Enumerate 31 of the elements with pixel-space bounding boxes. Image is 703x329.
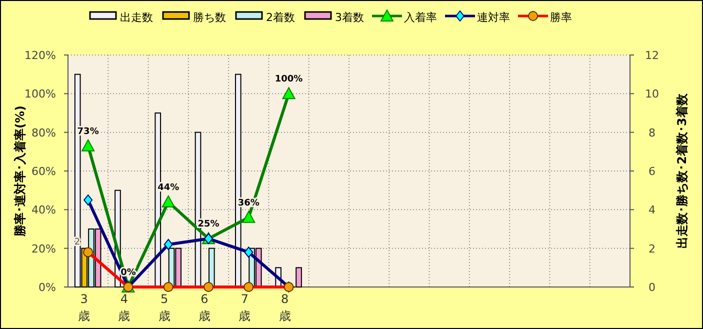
legend-label: 勝率 (550, 11, 572, 24)
data-label: 100% (274, 74, 303, 85)
y-tick-label: 60% (32, 165, 56, 178)
y2-tick-label: 12 (645, 49, 659, 62)
y-tick-label: 0% (38, 281, 56, 294)
y2-tick-label: 8 (648, 126, 656, 140)
y-tick-label: 20% (32, 242, 56, 256)
x-tick-label: 6 歳 (198, 292, 210, 323)
x-tick-label: 7 歳 (238, 292, 251, 323)
y-tick-label: 100% (24, 88, 56, 101)
y-tick-label: 120% (24, 49, 56, 62)
legend-label: 連対率 (477, 11, 510, 24)
y2-tick-label: 10 (645, 88, 659, 101)
x-tick-label: 4 歳 (118, 292, 130, 323)
y-tick-label: 80% (32, 126, 56, 140)
x-tick-label: 3 歳 (78, 292, 90, 323)
y-tick-label: 40% (32, 204, 56, 217)
y2-tick-label: 4 (648, 204, 656, 217)
legend-label: 入着率 (404, 11, 437, 24)
y-axis-title: 勝率･連対率･入着率(%) (13, 106, 27, 238)
legend-label: 2着数 (266, 11, 295, 24)
y2-tick-label: 2 (648, 242, 656, 256)
data-label: 0% (120, 268, 136, 278)
legend-label: 勝ち数 (193, 11, 226, 24)
legend-label: 出走数 (120, 11, 153, 24)
x-tick-label: 5 歳 (158, 292, 170, 323)
y2-tick-label: 6 (648, 165, 656, 178)
x-tick-label: 8 歳 (278, 292, 291, 323)
legend-label: 3着数 (335, 11, 364, 24)
y2-tick-label: 0 (648, 281, 656, 294)
y2-axis-title: 出走数･勝ち数･2着数･3着数 (675, 92, 689, 248)
